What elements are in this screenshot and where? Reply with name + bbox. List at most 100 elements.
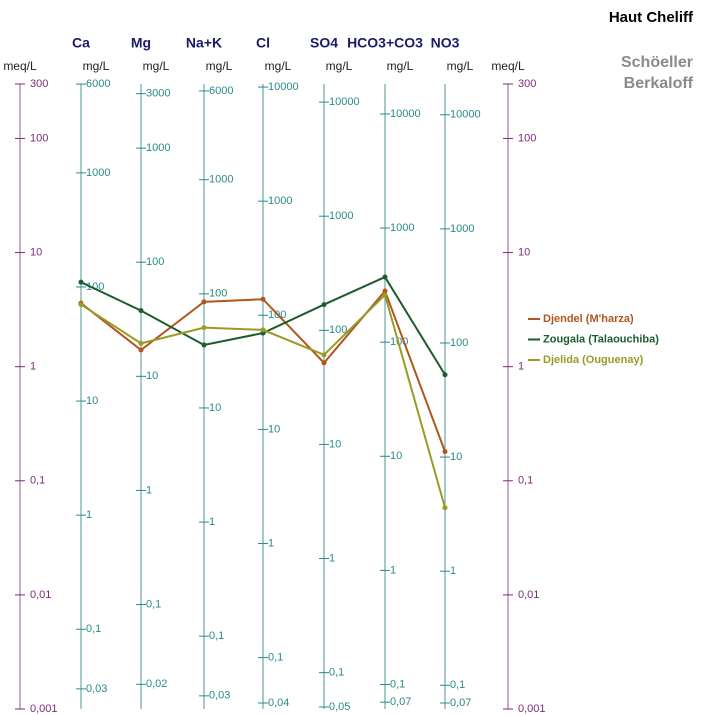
mg-tick-label: 100 — [450, 337, 468, 349]
mg-tick-label: 6000 — [209, 85, 233, 97]
mg-tick-label: 3000 — [146, 88, 170, 100]
y-tick-label: 100 — [518, 132, 536, 144]
y-tick-label: 0,1 — [30, 475, 45, 487]
mg-tick-label: 0,03 — [209, 690, 230, 702]
mg-tick-label: 0,1 — [450, 679, 465, 691]
mg-tick-label: 1 — [329, 552, 335, 564]
chart-title: Haut Cheliff — [609, 9, 694, 26]
data-point — [382, 292, 388, 298]
mg-tick-label: 1 — [86, 509, 92, 521]
mg-tick-label: 0,07 — [450, 697, 471, 709]
y2-axis-label: meq/L — [491, 59, 525, 73]
y-tick-label: 1 — [518, 361, 524, 373]
y-tick-label: 100 — [30, 132, 48, 144]
mg-tick-label: 10 — [146, 370, 158, 382]
column-unit: mg/L — [83, 59, 110, 73]
column-header: HCO3+CO3 — [347, 35, 423, 51]
mg-tick-label: 0,1 — [86, 623, 101, 635]
y-tick-label: 0,01 — [518, 589, 539, 601]
mg-tick-label: 0,1 — [268, 652, 283, 664]
data-point — [321, 302, 327, 308]
data-point — [382, 274, 388, 280]
mg-tick-label: 10 — [86, 395, 98, 407]
mg-tick-label: 10 — [329, 438, 341, 450]
mg-tick-label: 0,07 — [390, 696, 411, 708]
column-unit: mg/L — [143, 59, 170, 73]
mg-tick-label: 1000 — [329, 210, 353, 222]
mg-tick-label: 0,05 — [329, 701, 350, 713]
data-point — [442, 505, 448, 511]
column-unit: mg/L — [326, 59, 353, 73]
column-unit: mg/L — [447, 59, 474, 73]
mg-tick-label: 1000 — [268, 195, 292, 207]
column-header: Mg — [131, 35, 151, 51]
legend-label: Djendel (M'harza) — [543, 313, 634, 325]
data-point — [138, 347, 144, 353]
mg-tick-label: 1 — [209, 516, 215, 528]
mg-tick-label: 10000 — [450, 109, 481, 121]
mg-tick-label: 1000 — [390, 222, 414, 234]
mg-tick-label: 1000 — [86, 167, 110, 179]
mg-tick-label: 0,04 — [268, 697, 289, 709]
column-header: NO3 — [431, 35, 460, 51]
mg-tick-label: 100 — [146, 256, 164, 268]
y-tick-label: 300 — [518, 78, 536, 90]
mg-tick-label: 1 — [146, 484, 152, 496]
column-unit: mg/L — [206, 59, 233, 73]
mg-tick-label: 0,1 — [329, 667, 344, 679]
column-header: Na+K — [186, 35, 222, 51]
data-point — [321, 352, 327, 358]
data-point — [138, 308, 144, 314]
legend-label: Djelida (Ouguenay) — [543, 354, 644, 366]
data-point — [382, 288, 388, 294]
y-tick-label: 0,01 — [30, 589, 51, 601]
data-point — [201, 325, 207, 331]
data-point — [78, 302, 84, 308]
y-tick-label: 300 — [30, 78, 48, 90]
mg-tick-label: 0,02 — [146, 678, 167, 690]
data-point — [321, 360, 327, 366]
subtitle: Schöeller — [621, 54, 693, 71]
mg-tick-label: 0,1 — [390, 678, 405, 690]
mg-tick-label: 0,1 — [146, 598, 161, 610]
mg-tick-label: 1 — [390, 564, 396, 576]
mg-tick-label: 0,1 — [209, 630, 224, 642]
mg-tick-label: 10 — [209, 402, 221, 414]
y-tick-label: 0,001 — [30, 703, 58, 715]
y-tick-label: 0,001 — [518, 703, 546, 715]
mg-tick-label: 10000 — [268, 81, 299, 93]
mg-tick-label: 100 — [86, 281, 104, 293]
mg-tick-label: 10000 — [329, 96, 360, 108]
data-point — [260, 296, 266, 302]
data-point — [260, 327, 266, 333]
mg-tick-label: 100 — [329, 324, 347, 336]
column-header: Cl — [256, 35, 270, 51]
legend-label: Zougala (Talaouchiba) — [543, 333, 659, 345]
column-unit: mg/L — [387, 59, 414, 73]
y-tick-label: 10 — [30, 246, 42, 258]
mg-tick-label: 1 — [268, 537, 274, 549]
column-header: Ca — [72, 35, 90, 51]
data-point — [201, 299, 207, 305]
mg-tick-label: 10000 — [390, 108, 421, 120]
y-tick-label: 1 — [30, 361, 36, 373]
data-point — [442, 449, 448, 455]
data-point — [138, 340, 144, 346]
mg-tick-label: 10 — [450, 451, 462, 463]
column-header: SO4 — [310, 35, 338, 51]
y-tick-label: 10 — [518, 246, 530, 258]
mg-tick-label: 0,03 — [86, 683, 107, 695]
mg-tick-label: 100 — [209, 288, 227, 300]
data-point — [201, 342, 207, 348]
mg-tick-label: 1000 — [450, 223, 474, 235]
mg-tick-label: 1 — [450, 565, 456, 577]
mg-tick-label: 1000 — [209, 174, 233, 186]
y-axis-label: meq/L — [3, 59, 37, 73]
subtitle: Berkaloff — [624, 75, 694, 92]
mg-tick-label: 10 — [390, 450, 402, 462]
mg-tick-label: 6000 — [86, 78, 110, 90]
data-point — [78, 279, 84, 285]
mg-tick-label: 1000 — [146, 142, 170, 154]
column-unit: mg/L — [265, 59, 292, 73]
